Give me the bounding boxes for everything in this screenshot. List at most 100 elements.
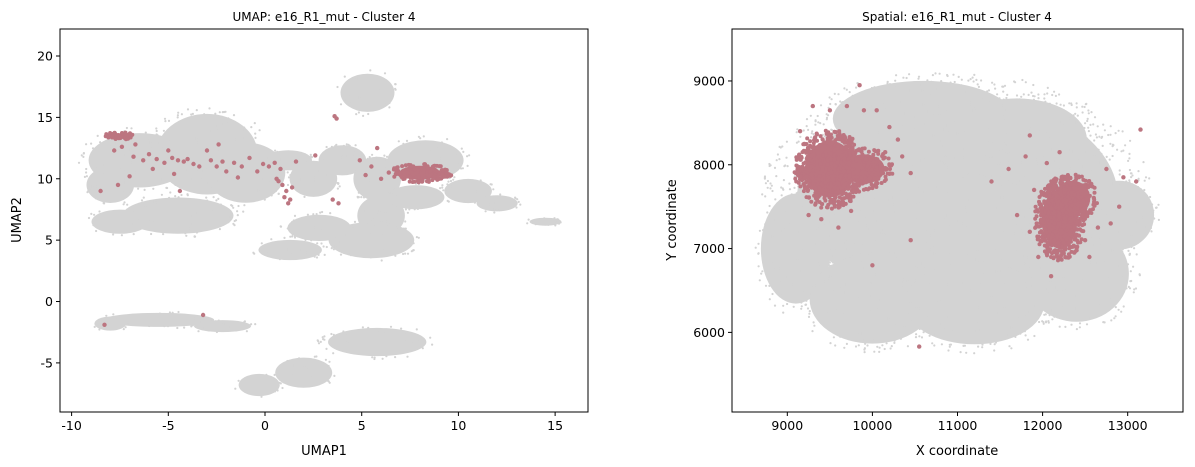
umap-background-point [110, 214, 113, 217]
spatial-background-point [940, 219, 943, 222]
spatial-background-point [1110, 319, 1113, 322]
spatial-background-point [1020, 231, 1023, 234]
spatial-background-point [1018, 218, 1021, 221]
umap-cluster-point [407, 179, 412, 184]
umap-background-point [92, 224, 95, 227]
spatial-background-point [828, 293, 831, 296]
spatial-background-point [989, 174, 992, 178]
spatial-background-point [959, 236, 962, 239]
spatial-background-point [1135, 253, 1138, 256]
spatial-background-point [920, 336, 924, 339]
spatial-background-point [1078, 165, 1081, 168]
umap-background-point [130, 222, 133, 226]
spatial-background-point [822, 292, 825, 295]
spatial-background-point [992, 162, 995, 165]
spatial-background-point [1085, 323, 1089, 326]
spatial-cluster-point [836, 199, 841, 204]
spatial-background-point [909, 137, 912, 140]
umap-cluster-point [171, 171, 177, 177]
spatial-background-point [927, 262, 930, 265]
spatial-background-point [888, 198, 891, 202]
spatial-background-point [831, 251, 834, 254]
umap-background-point [285, 158, 288, 161]
spatial-background-point [858, 125, 861, 128]
umap-background-point [435, 146, 438, 149]
umap-background-point [383, 154, 386, 157]
spatial-background-point [819, 104, 823, 107]
spatial-background-point [1036, 162, 1039, 165]
umap-background-point [111, 321, 114, 324]
spatial-background-point [924, 266, 927, 269]
umap-background-point [244, 323, 247, 327]
spatial-background-point [1073, 307, 1076, 310]
umap-background-point [439, 187, 442, 190]
spatial-background-point [937, 105, 940, 108]
spatial-background-point [1120, 275, 1123, 278]
spatial-background-point [1059, 297, 1062, 300]
spatial-background-point [1091, 149, 1094, 152]
spatial-background-point [796, 128, 799, 131]
spatial-background-point [1025, 189, 1028, 192]
spatial-background-point [1061, 140, 1064, 143]
spatial-background-point [788, 243, 791, 246]
spatial-background-point [1102, 123, 1105, 126]
umap-background-point [227, 215, 230, 218]
umap-background-point [353, 159, 356, 162]
umap-background-point [415, 336, 419, 339]
spatial-background-point [945, 325, 948, 328]
spatial-background-point [1034, 122, 1037, 125]
umap-background-point [325, 347, 328, 350]
umap-background-point [254, 167, 257, 170]
spatial-background-point [1049, 136, 1052, 139]
spatial-background-point [986, 204, 990, 207]
umap-cluster-point [123, 132, 128, 136]
spatial-cluster-point [804, 195, 809, 200]
spatial-background-point [775, 159, 778, 162]
umap-background-point [112, 170, 115, 173]
spatial-background-point [1022, 93, 1025, 96]
spatial-background-point [949, 224, 952, 227]
spatial-background-point [995, 315, 998, 318]
umap-background-point [197, 330, 200, 333]
umap-background-point [277, 192, 280, 195]
umap-background-point [177, 310, 180, 314]
spatial-background-point [1133, 247, 1136, 250]
spatial-background-point [839, 335, 842, 338]
spatial-background-point [905, 138, 908, 141]
umap-background-point [416, 152, 420, 155]
spatial-background-point [933, 182, 936, 185]
spatial-cluster-point [804, 150, 809, 155]
spatial-background-point [860, 117, 863, 120]
umap-background-point [284, 371, 288, 374]
umap-background-point [251, 174, 254, 177]
spatial-background-point [1012, 246, 1015, 249]
umap-background-point [170, 168, 173, 171]
spatial-background-point [781, 285, 784, 288]
spatial-background-point [1082, 232, 1085, 235]
spatial-background-point [1128, 207, 1131, 210]
spatial-background-point [1067, 117, 1070, 120]
spatial-background-point [938, 322, 941, 326]
spatial-background-point [871, 323, 875, 326]
umap-background-point [361, 180, 364, 183]
spatial-background-point [1027, 207, 1030, 210]
spatial-background-point [1097, 299, 1101, 302]
spatial-background-point [998, 188, 1002, 191]
spatial-background-point [952, 103, 956, 106]
spatial-background-point [912, 210, 915, 213]
umap-background-point [164, 314, 167, 317]
spatial-background-point [788, 182, 791, 185]
umap-background-point [351, 330, 354, 333]
spatial-background-point [1116, 259, 1119, 262]
spatial-background-point [918, 307, 921, 310]
umap-background-point [374, 218, 377, 221]
spatial-background-point [1063, 288, 1066, 291]
spatial-background-point [933, 157, 936, 160]
spatial-background-point [873, 126, 876, 129]
umap-cluster-point [127, 174, 132, 179]
spatial-background-point [874, 238, 877, 241]
umap-background-point [370, 218, 373, 221]
spatial-background-point [868, 194, 871, 197]
umap-cluster-point [426, 179, 431, 184]
umap-background-point [381, 357, 384, 360]
